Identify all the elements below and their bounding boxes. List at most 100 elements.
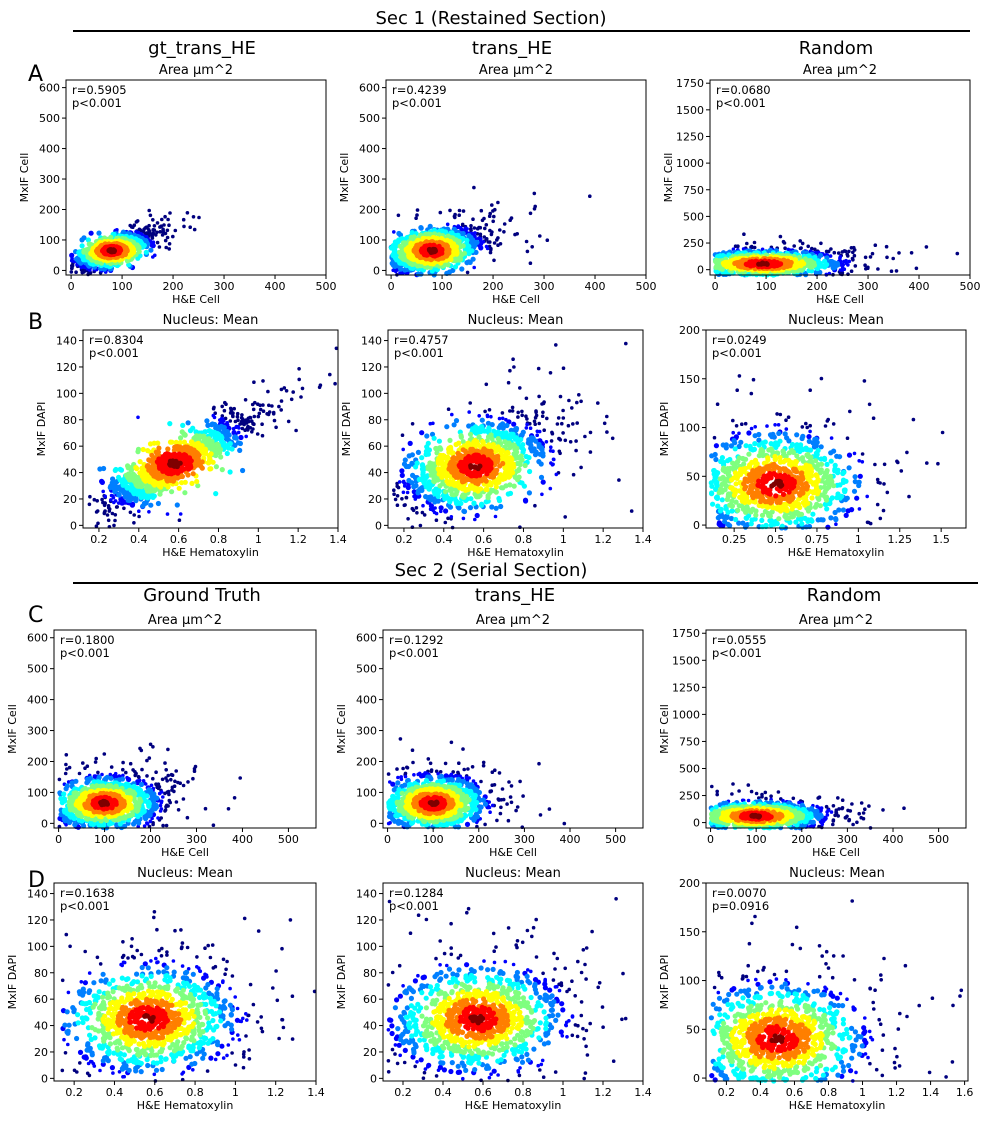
data-point bbox=[399, 468, 405, 474]
y-tick-label: 140 bbox=[56, 335, 77, 348]
data-point bbox=[508, 218, 512, 222]
data-point bbox=[400, 433, 405, 438]
y-tick-label: 500 bbox=[39, 112, 60, 125]
x-axis-label: H&E Cell bbox=[172, 293, 220, 306]
data-point bbox=[483, 226, 487, 231]
p-value: p<0.001 bbox=[89, 346, 139, 360]
x-tick-label: 100 bbox=[756, 280, 777, 293]
data-point bbox=[448, 208, 452, 213]
data-point bbox=[397, 480, 402, 484]
row-label-b: B bbox=[28, 310, 44, 335]
y-tick-label: 0 bbox=[373, 264, 380, 277]
x-tick-label: 0.6 bbox=[170, 533, 188, 546]
data-point bbox=[428, 248, 434, 254]
data-point bbox=[849, 246, 854, 250]
data-point bbox=[228, 419, 233, 423]
plot-frame bbox=[65, 79, 327, 276]
data-point bbox=[522, 497, 529, 503]
y-axis-label: MxIF Cell bbox=[18, 153, 31, 203]
data-point bbox=[465, 270, 470, 275]
data-point bbox=[487, 408, 492, 412]
data-points bbox=[712, 232, 960, 278]
data-point bbox=[461, 516, 466, 521]
x-tick-label: 200 bbox=[483, 280, 504, 293]
data-point bbox=[508, 368, 512, 373]
data-point bbox=[434, 518, 439, 522]
data-point bbox=[469, 224, 473, 228]
data-point bbox=[415, 213, 419, 217]
data-point bbox=[165, 228, 170, 233]
data-point bbox=[532, 207, 537, 211]
data-point bbox=[143, 249, 149, 255]
data-point bbox=[113, 499, 118, 503]
data-point bbox=[532, 191, 537, 196]
data-point bbox=[525, 422, 529, 427]
data-point bbox=[148, 247, 154, 253]
data-point bbox=[475, 226, 480, 231]
data-point bbox=[503, 483, 509, 489]
data-point bbox=[194, 478, 200, 485]
data-point bbox=[279, 387, 284, 392]
data-point bbox=[291, 390, 296, 394]
data-point bbox=[162, 223, 166, 227]
data-point bbox=[103, 494, 107, 499]
data-point bbox=[173, 228, 178, 233]
data-point bbox=[110, 511, 115, 516]
data-point bbox=[277, 404, 281, 409]
data-point bbox=[548, 449, 553, 453]
data-point bbox=[555, 422, 560, 426]
y-tick-label: 500 bbox=[359, 112, 380, 125]
x-tick-label: 400 bbox=[585, 280, 606, 293]
data-point bbox=[492, 258, 496, 263]
data-point bbox=[112, 523, 116, 528]
data-point bbox=[561, 408, 565, 413]
y-axis-label: MxIF Cell bbox=[338, 153, 351, 203]
data-point bbox=[549, 445, 553, 450]
data-point bbox=[267, 403, 271, 408]
data-point bbox=[438, 446, 444, 452]
data-point bbox=[79, 237, 85, 243]
data-point bbox=[458, 434, 464, 440]
data-point bbox=[149, 242, 155, 248]
data-point bbox=[224, 450, 230, 457]
data-point bbox=[393, 497, 398, 502]
data-point bbox=[482, 235, 487, 239]
data-point bbox=[849, 269, 854, 274]
data-point bbox=[752, 245, 757, 250]
data-point bbox=[558, 394, 563, 399]
data-point bbox=[443, 508, 449, 514]
data-point bbox=[438, 210, 443, 215]
data-point bbox=[556, 416, 561, 420]
data-point bbox=[566, 423, 571, 428]
data-point bbox=[105, 513, 110, 517]
data-point bbox=[297, 367, 301, 371]
data-point bbox=[500, 416, 505, 421]
data-point bbox=[151, 255, 155, 259]
data-point bbox=[525, 440, 531, 446]
data-point bbox=[467, 505, 474, 511]
data-point bbox=[511, 421, 517, 427]
data-point bbox=[500, 411, 505, 415]
data-point bbox=[863, 263, 867, 268]
data-point bbox=[574, 448, 578, 453]
data-point bbox=[460, 223, 465, 228]
data-point bbox=[445, 222, 450, 227]
data-point bbox=[266, 389, 270, 394]
data-point bbox=[535, 429, 540, 434]
data-point bbox=[561, 416, 566, 420]
data-point bbox=[413, 483, 419, 489]
data-point bbox=[419, 430, 425, 436]
data-point bbox=[103, 501, 107, 505]
data-point bbox=[161, 230, 165, 234]
x-tick-label: 0 bbox=[388, 280, 395, 293]
x-tick-label: 200 bbox=[807, 280, 828, 293]
row-label-c: C bbox=[28, 603, 44, 628]
data-point bbox=[471, 217, 475, 221]
data-point bbox=[74, 270, 78, 275]
data-point bbox=[165, 512, 170, 516]
data-point bbox=[540, 492, 544, 497]
data-point bbox=[154, 233, 158, 237]
y-tick-label: 500 bbox=[683, 210, 704, 223]
y-tick-label: 80 bbox=[63, 414, 77, 427]
data-point bbox=[467, 431, 474, 437]
